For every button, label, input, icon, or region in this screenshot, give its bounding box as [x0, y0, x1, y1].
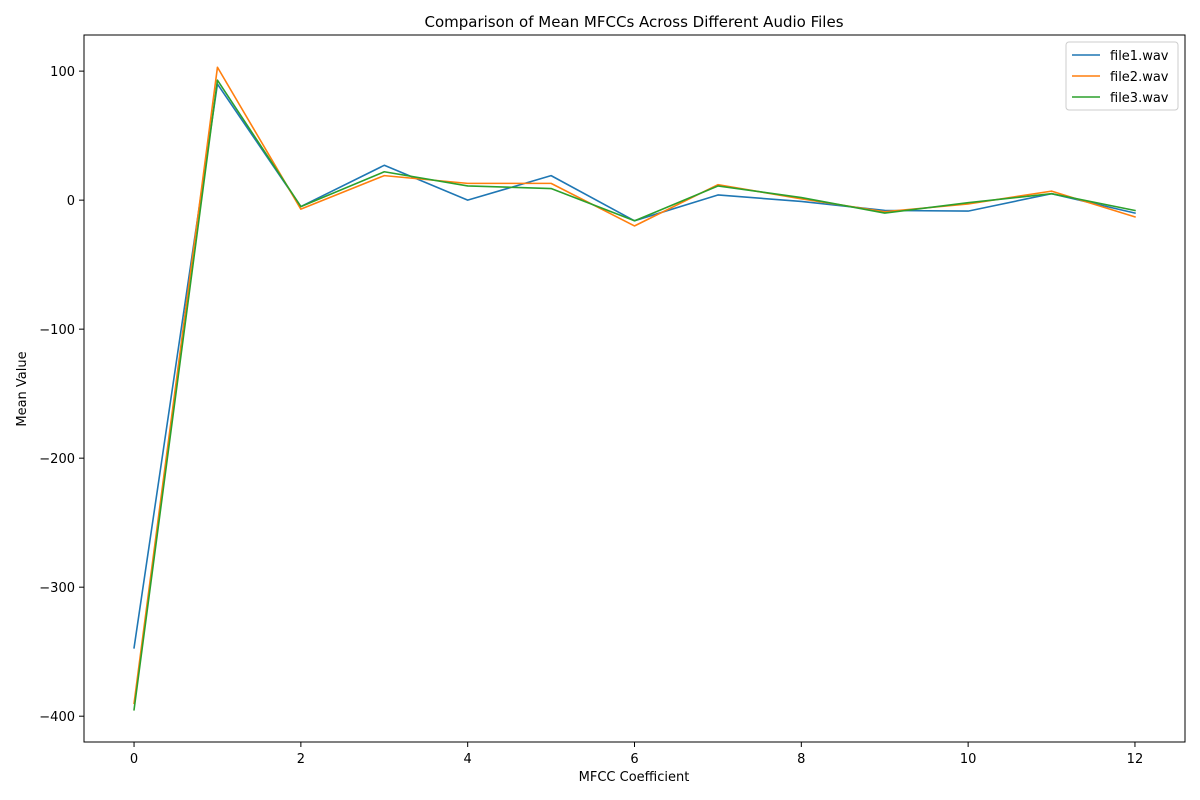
- y-tick-label: −200: [39, 452, 75, 467]
- legend-label: file1.wav: [1110, 49, 1169, 64]
- x-tick-label: 6: [630, 752, 638, 767]
- x-tick-label: 0: [130, 752, 138, 767]
- y-axis: 100 0 −100 −200 −300 −400: [39, 65, 84, 725]
- legend-label: file3.wav: [1110, 91, 1169, 106]
- y-axis-label: Mean Value: [15, 351, 30, 426]
- legend-label: file2.wav: [1110, 70, 1169, 85]
- x-axis-label: MFCC Coefficient: [579, 770, 690, 785]
- series-layer: [133, 66, 1136, 711]
- legend-box: [1065, 41, 1179, 111]
- legend: file1.wav file2.wav file3.wav: [1065, 41, 1179, 111]
- x-tick-label: 2: [297, 752, 305, 767]
- x-tick-label: 8: [797, 752, 805, 767]
- x-tick-label: 10: [960, 752, 977, 767]
- x-tick-label: 12: [1127, 752, 1144, 767]
- y-tick-label: 0: [67, 194, 75, 209]
- chart-title: Comparison of Mean MFCCs Across Differen…: [424, 13, 843, 31]
- y-tick-label: −400: [39, 710, 75, 725]
- plot-area: [83, 34, 1186, 743]
- y-tick-label: 100: [50, 65, 75, 80]
- x-axis: 0 2 4 6 8 10 12: [130, 742, 1143, 767]
- plot-frame: [83, 34, 1186, 743]
- y-tick-label: −100: [39, 323, 75, 338]
- series-line-file3-wav: [133, 79, 1136, 711]
- series-line-file1-wav: [133, 83, 1136, 649]
- y-tick-label: −300: [39, 581, 75, 596]
- x-tick-label: 4: [464, 752, 472, 767]
- series-line-file2-wav: [133, 66, 1136, 705]
